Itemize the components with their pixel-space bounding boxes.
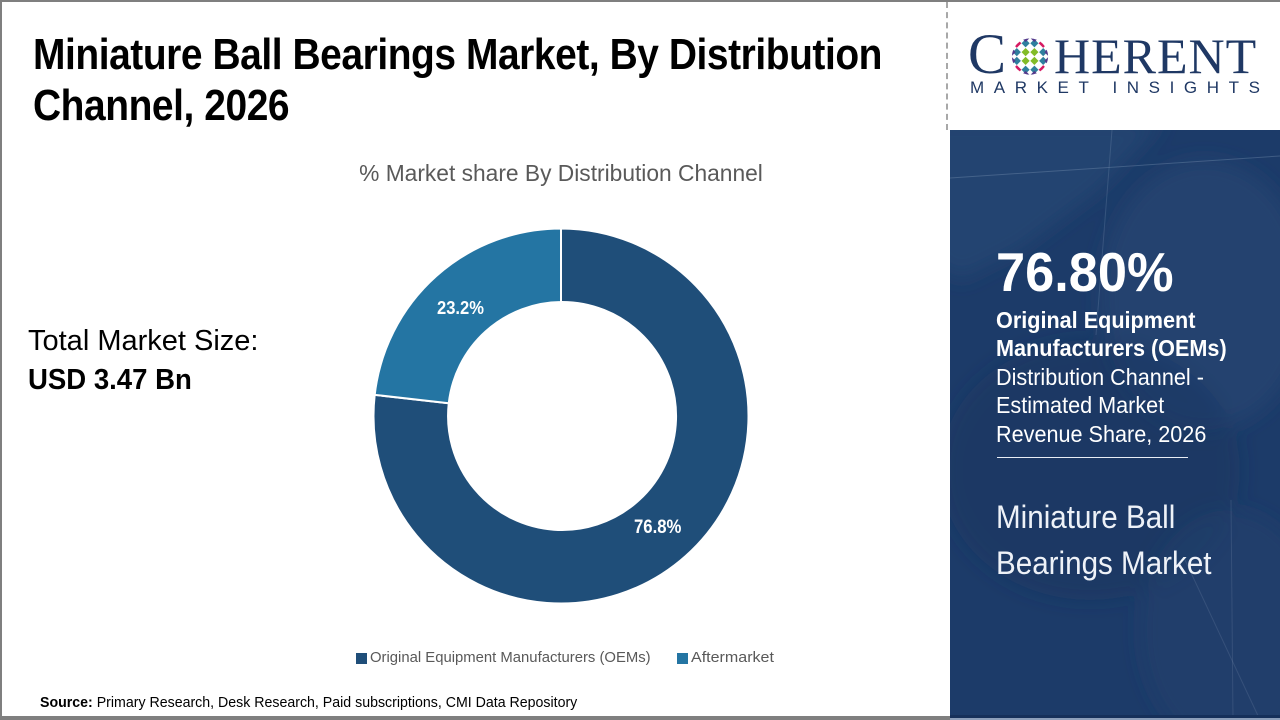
svg-text:HERENT: HERENT bbox=[1054, 30, 1257, 84]
svg-text:C: C bbox=[968, 30, 1006, 86]
svg-text:MARKET INSIGHTS: MARKET INSIGHTS bbox=[970, 78, 1262, 97]
